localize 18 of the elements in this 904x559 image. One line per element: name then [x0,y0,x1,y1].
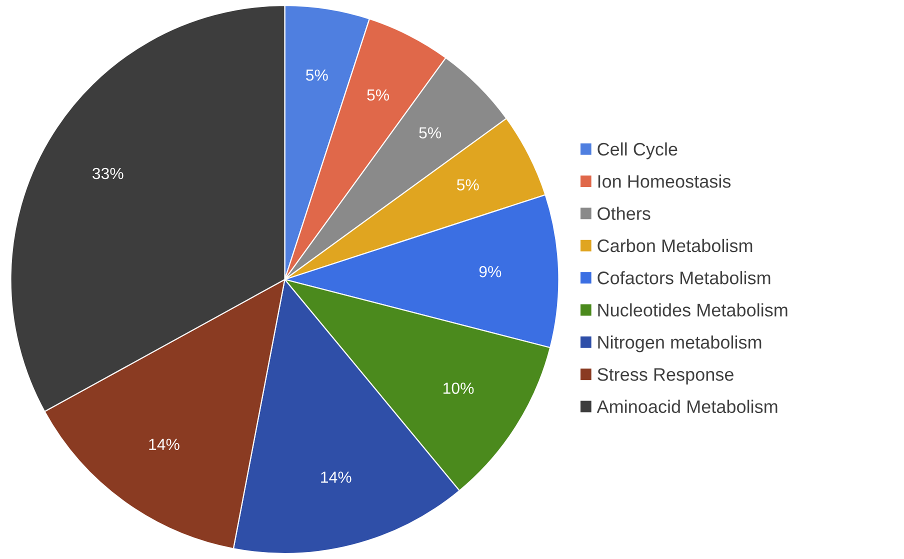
data-label: 9% [479,266,502,278]
legend-label: Carbon Metabolism [598,238,752,252]
legend-label: Others [598,206,650,220]
legend-label: Cofactors Metabolism [598,271,770,284]
legend-label: Nitrogen metabolism [598,335,762,352]
data-label: 5% [306,70,328,81]
data-label: 14% [149,438,180,450]
legend-label: Ion Homeostasis [598,174,731,188]
data-label: 14% [321,472,352,483]
data-label: 33% [92,168,124,180]
data-label: 5% [367,89,390,101]
data-label: 10% [444,382,474,394]
legend-label: Stress Response [598,368,734,384]
legend-label: Nucleotides Metabolism [598,303,788,317]
legend-label: Cell Cycle [598,142,678,160]
data-label: 5% [456,179,479,190]
data-label: 5% [419,127,442,138]
legend-label: Aminoacid Metabolism [596,400,778,414]
